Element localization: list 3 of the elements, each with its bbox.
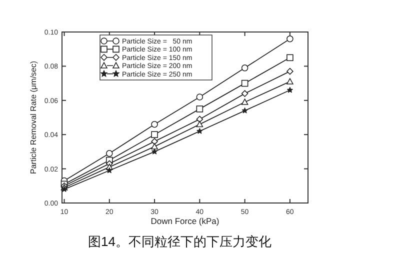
x-axis-title: Down Force (kPa) (150, 216, 220, 226)
y-axis-title: Particle Removal Rate (μm/sec) (29, 60, 38, 174)
annotation: 图14。不同粒径下的下压力变化 (88, 234, 272, 249)
